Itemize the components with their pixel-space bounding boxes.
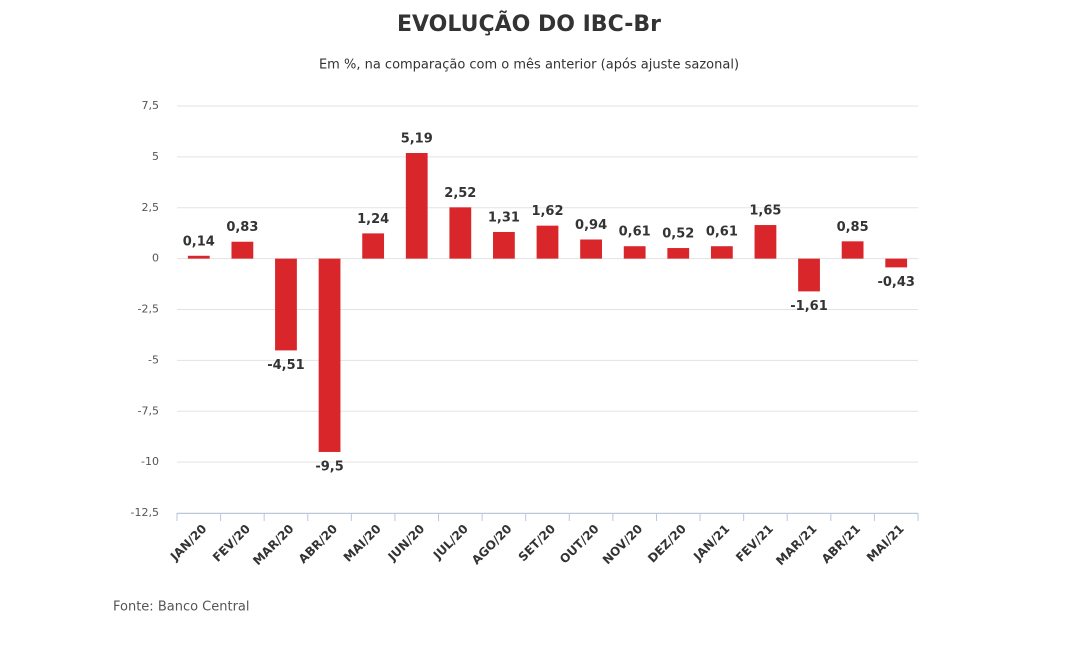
bar bbox=[449, 207, 472, 259]
x-tick-label: JAN/21 bbox=[690, 522, 732, 564]
bar bbox=[231, 241, 254, 259]
bar bbox=[536, 225, 559, 259]
chart-title: EVOLUÇÃO DO IBC-Br bbox=[397, 11, 661, 37]
value-label: 0,52 bbox=[662, 227, 694, 242]
value-label: -0,43 bbox=[877, 275, 914, 290]
y-tick-label: 5 bbox=[152, 150, 159, 163]
value-label: 0,85 bbox=[837, 220, 869, 235]
x-tick-label: JUL/20 bbox=[430, 522, 471, 563]
x-tick-label: MAI/20 bbox=[341, 522, 384, 565]
value-label: 1,65 bbox=[749, 204, 781, 219]
x-tick-label: ABR/20 bbox=[296, 522, 340, 566]
x-tick-label: FEV/21 bbox=[733, 522, 776, 565]
bar bbox=[710, 246, 733, 259]
x-tick-label: JAN/20 bbox=[167, 522, 209, 564]
bar bbox=[885, 258, 908, 268]
y-tick-label: 0 bbox=[152, 252, 159, 265]
value-label: 0,61 bbox=[619, 225, 651, 240]
bar bbox=[754, 225, 777, 259]
value-label: -4,51 bbox=[267, 358, 304, 373]
bar bbox=[405, 153, 428, 259]
bar bbox=[841, 241, 864, 259]
x-tick-label: SET/20 bbox=[516, 522, 559, 565]
x-tick-label: NOV/20 bbox=[600, 522, 645, 567]
y-tick-label: -10 bbox=[141, 455, 159, 468]
bar bbox=[362, 233, 385, 259]
y-tick-label: 2,5 bbox=[142, 201, 160, 214]
y-tick-label: -2,5 bbox=[138, 303, 159, 316]
x-tick-label: ABR/21 bbox=[819, 522, 863, 566]
bar bbox=[623, 246, 646, 259]
value-label: 0,94 bbox=[575, 218, 607, 233]
value-label: 1,62 bbox=[531, 204, 563, 219]
value-label: 0,83 bbox=[226, 220, 258, 235]
value-label: 5,19 bbox=[401, 132, 433, 147]
x-tick-label: MAR/21 bbox=[773, 522, 819, 568]
y-tick-label: -5 bbox=[148, 353, 159, 366]
value-label: 1,31 bbox=[488, 210, 520, 225]
bar bbox=[187, 255, 210, 259]
bar bbox=[318, 258, 341, 452]
y-tick-label: -12,5 bbox=[131, 506, 159, 519]
value-label: 2,52 bbox=[444, 186, 476, 201]
x-tick-label: DEZ/20 bbox=[645, 522, 689, 566]
x-tick-label: OUT/20 bbox=[557, 522, 602, 567]
x-tick-label: MAI/21 bbox=[864, 522, 907, 565]
value-label: -9,5 bbox=[315, 459, 343, 474]
value-label: 0,14 bbox=[183, 234, 215, 249]
x-tick-label: MAR/20 bbox=[250, 522, 296, 568]
value-label: 0,61 bbox=[706, 225, 738, 240]
chart-subtitle: Em %, na comparação com o mês anterior (… bbox=[319, 58, 739, 73]
y-tick-label: 7,5 bbox=[142, 99, 160, 112]
value-label: -1,61 bbox=[790, 299, 827, 314]
x-tick-label: AGO/20 bbox=[469, 522, 515, 568]
value-label: 1,24 bbox=[357, 212, 389, 227]
bar bbox=[580, 239, 602, 259]
x-tick-label: FEV/20 bbox=[210, 522, 253, 565]
x-tick-label: JUN/20 bbox=[385, 522, 428, 565]
source-note: Fonte: Banco Central bbox=[113, 600, 250, 615]
y-tick-label: -7,5 bbox=[138, 404, 159, 417]
bar bbox=[493, 231, 515, 259]
bar bbox=[275, 258, 297, 351]
bar bbox=[798, 258, 820, 292]
bar bbox=[667, 248, 690, 259]
